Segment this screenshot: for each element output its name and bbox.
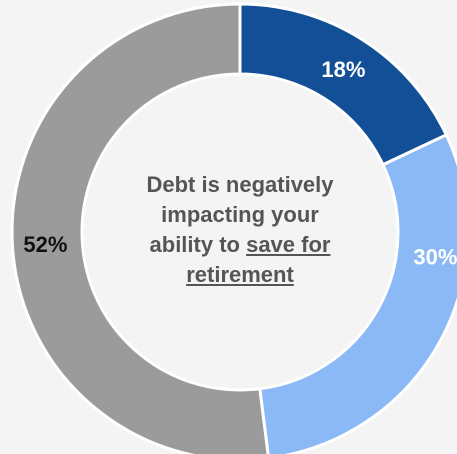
donut-slice-label-18: 18% bbox=[321, 57, 365, 82]
center-caption-line-3-underlined: save for bbox=[246, 232, 331, 257]
donut-slice-label-52: 52% bbox=[23, 232, 67, 257]
center-caption: Debt is negatively impacting your abilit… bbox=[110, 170, 370, 290]
donut-slice-label-30: 30% bbox=[413, 245, 457, 270]
center-caption-line-4: retirement bbox=[186, 262, 294, 287]
center-caption-line-3: ability to save for bbox=[110, 230, 370, 260]
center-caption-line-1: Debt is negatively bbox=[146, 172, 334, 197]
donut-slice-30 bbox=[258, 132, 457, 454]
center-caption-line-3-plain: ability to bbox=[149, 232, 247, 257]
donut-hole bbox=[83, 75, 397, 389]
donut-slice-52 bbox=[10, 2, 270, 454]
center-caption-line-2: impacting your bbox=[161, 202, 319, 227]
